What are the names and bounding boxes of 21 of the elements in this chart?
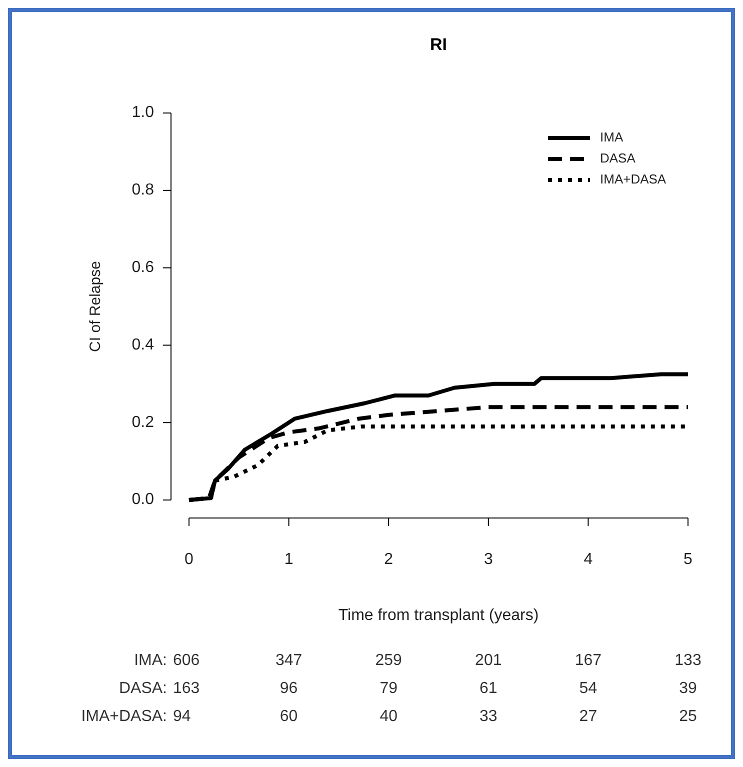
chart-title: RI (430, 35, 447, 54)
y-tick-label: 0.6 (132, 259, 154, 276)
y-tick-label: 0.2 (132, 414, 154, 431)
legend-label: DASA (600, 150, 636, 166)
y-tick-label: 0.0 (132, 491, 154, 508)
x-tick-label: 3 (484, 551, 493, 568)
x-tick-label: 2 (384, 551, 394, 568)
text: IMA: 606 347 259 201 167 133 (134, 652, 702, 669)
x-tick-label: 5 (684, 551, 693, 568)
x-tick-label: 0 (184, 551, 194, 568)
legend-label: IMA+DASA (600, 171, 666, 186)
x-tick-label: 1 (284, 551, 294, 568)
text: IMA+DASA: 94 60 40 33 27 25 (81, 708, 697, 725)
y-axis-title: CI of Relapse (87, 261, 104, 352)
y-tick-label: 1.0 (132, 104, 154, 122)
x-axis-title: Time from transplant (years) (338, 607, 539, 624)
y-tick-label: 0.8 (132, 182, 154, 199)
x-tick-label: 4 (584, 551, 593, 568)
text: DASA: 163 96 79 61 54 39 (118, 680, 697, 697)
y-tick-label: 0.4 (132, 336, 154, 354)
legend-label: IMA (600, 129, 624, 144)
